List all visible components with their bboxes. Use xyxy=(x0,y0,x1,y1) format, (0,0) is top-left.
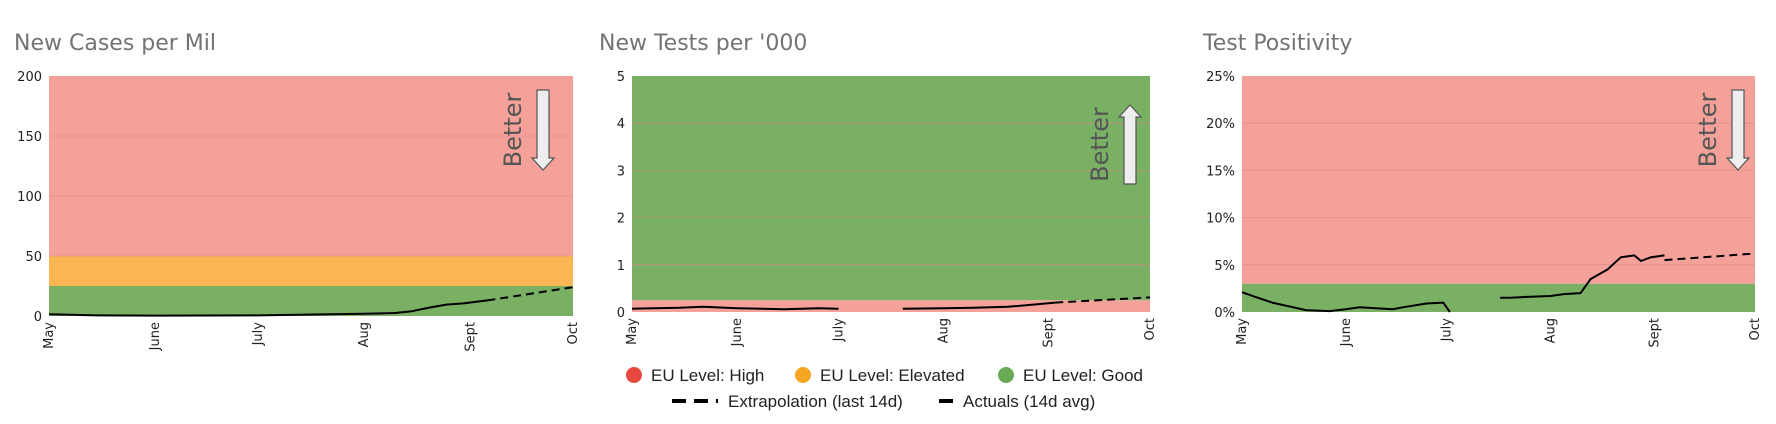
chart-1-series-extrapolation xyxy=(487,286,574,302)
chart-3-better-label: Better xyxy=(1694,93,1722,168)
chart-1-y-tick-label: 0 xyxy=(34,310,42,325)
chart-1-title: New Cases per Mil xyxy=(14,31,216,56)
chart-2-better-arrow-icon xyxy=(1117,104,1143,185)
chart-1-y-tick-label: 100 xyxy=(17,190,42,205)
chart-1-y-tick-label: 50 xyxy=(25,250,42,265)
chart-2-y-tick-label: 5 xyxy=(617,70,625,85)
chart-1-series-actuals xyxy=(48,299,488,317)
chart-1-band-good xyxy=(49,286,573,316)
chart-3-series-actuals xyxy=(1241,291,1451,313)
chart-3-band-high xyxy=(1242,76,1755,284)
chart-2-x-tick-label: July xyxy=(832,318,847,343)
chart-1-y-tick-label: 200 xyxy=(17,70,42,85)
chart-1-x-tick-label: May xyxy=(42,322,57,349)
chart-1-x-tick-label: July xyxy=(251,322,266,347)
chart-2-x-tick-label: Oct xyxy=(1143,318,1158,340)
chart-3-y-tick-label: 15% xyxy=(1206,164,1235,179)
chart-2-series-actuals xyxy=(631,305,839,311)
chart-1-better-arrow-icon xyxy=(530,89,556,171)
legend-label-elevated: EU Level: Elevated xyxy=(820,366,965,385)
legend-label-good: EU Level: Good xyxy=(1023,366,1143,385)
chart-3-x-tick-label: June xyxy=(1339,318,1354,347)
chart-2-band-good xyxy=(632,76,1150,301)
chart-2-y-tick-label: 0 xyxy=(617,306,625,321)
legend-label-actuals: Actuals (14d avg) xyxy=(963,392,1095,411)
chart-3-y-tick-label: 25% xyxy=(1206,70,1235,85)
chart-3-y-tick-label: 5% xyxy=(1214,259,1235,274)
chart-3-x-tick-label: May xyxy=(1235,318,1250,345)
legend: EU Level: High EU Level: Elevated EU Lev… xyxy=(626,366,1143,411)
chart-3-y-tick-label: 10% xyxy=(1206,212,1235,227)
chart-2-band-high xyxy=(632,300,1150,312)
chart-1-band-elevated xyxy=(49,256,573,286)
legend-marker-high xyxy=(626,367,642,383)
legend-marker-elevated xyxy=(795,367,811,383)
chart-2-better-label: Better xyxy=(1086,107,1114,182)
chart-3-series-actuals xyxy=(1500,254,1665,299)
legend-label-extrapolation: Extrapolation (last 14d) xyxy=(728,392,903,411)
chart-3-x-tick-label: Sept xyxy=(1647,318,1662,348)
chart-3-x-tick-label: Oct xyxy=(1748,318,1763,340)
chart-2-series-extrapolation xyxy=(1055,296,1151,304)
chart-1-band-high xyxy=(49,76,573,256)
chart-2-x-tick-label: Aug xyxy=(936,318,951,343)
chart-3-x-tick-label: July xyxy=(1440,318,1455,343)
chart-2-y-tick-label: 1 xyxy=(617,259,625,274)
chart-2-title: New Tests per '000 xyxy=(599,31,807,56)
chart-3-band-good xyxy=(1242,283,1755,312)
chart-1-better-label: Better xyxy=(499,93,527,168)
chart-3-better-arrow-icon xyxy=(1725,89,1751,171)
chart-1-x-tick-label: Oct xyxy=(566,322,581,344)
chart-2-x-tick-label: June xyxy=(730,318,745,347)
legend-marker-good xyxy=(998,367,1014,383)
chart-3-x-tick-label: Aug xyxy=(1543,318,1558,343)
chart-1-x-tick-label: Aug xyxy=(357,322,372,347)
chart-2-series-actuals xyxy=(902,301,1056,310)
legend-label-high: EU Level: High xyxy=(651,366,764,385)
chart-3-y-tick-label: 0% xyxy=(1214,306,1235,321)
chart-2-x-tick-label: May xyxy=(625,318,640,345)
chart-3-title: Test Positivity xyxy=(1202,31,1352,56)
chart-2-y-tick-label: 3 xyxy=(617,164,625,179)
chart-2-x-tick-label: Sept xyxy=(1041,318,1056,348)
chart-1-x-tick-label: June xyxy=(148,322,163,351)
chart-3-y-tick-label: 20% xyxy=(1206,117,1235,132)
chart-1-x-tick-label: Sept xyxy=(463,322,478,352)
chart-1-y-tick-label: 150 xyxy=(17,130,42,145)
chart-3-series-extrapolation xyxy=(1664,252,1756,262)
chart-2-y-tick-label: 4 xyxy=(617,117,625,132)
chart-2-y-tick-label: 2 xyxy=(617,212,625,227)
